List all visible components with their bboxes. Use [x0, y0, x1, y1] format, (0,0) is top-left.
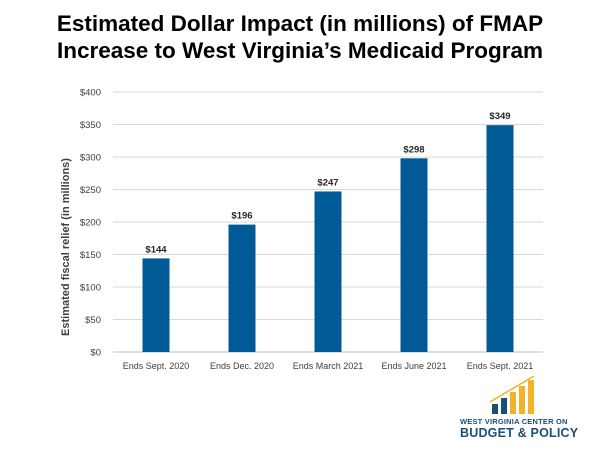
x-tick-label: Ends March 2021 — [293, 361, 364, 371]
wvcbp-logo: WEST VIRGINIA CENTER ON BUDGET & POLICY — [448, 376, 588, 446]
bar — [142, 258, 170, 352]
y-tick-label: $100 — [80, 283, 101, 294]
bars — [142, 125, 514, 353]
logo-text-line-2: BUDGET & POLICY — [460, 426, 579, 440]
bar — [314, 191, 342, 352]
y-tick-label: $50 — [85, 315, 101, 326]
bar — [400, 158, 428, 352]
data-label: $144 — [145, 244, 167, 255]
y-tick-label: $350 — [80, 120, 101, 131]
logo-text-line-1: WEST VIRGINIA CENTER ON — [460, 417, 568, 426]
y-axis-ticks: $0 $50 $100 $150 $200 $250 $300 $350 $400 — [80, 88, 101, 359]
bar-graph-logo-icon — [489, 376, 535, 414]
data-labels: $144 $196 $247 $298 $349 — [145, 111, 510, 255]
x-tick-label: Ends June 2021 — [381, 361, 446, 371]
y-tick-label: $150 — [80, 250, 101, 261]
chart-title-line-2: Increase to West Virginia’s Medicaid Pro… — [56, 38, 543, 63]
y-tick-label: $0 — [90, 348, 101, 359]
data-label: $349 — [489, 111, 510, 122]
bar — [228, 224, 256, 352]
y-tick-label: $300 — [80, 153, 101, 164]
y-tick-label: $200 — [80, 218, 101, 229]
data-label: $196 — [231, 211, 252, 222]
x-tick-label: Ends Sept. 2021 — [467, 361, 534, 371]
x-tick-label: Ends Sept. 2020 — [123, 361, 190, 371]
data-label: $247 — [317, 177, 338, 188]
y-axis-label: Estimated fiscal relief (in millions) — [60, 158, 72, 336]
x-axis-ticks: Ends Sept. 2020 Ends Dec. 2020 Ends March … — [123, 361, 534, 371]
x-tick-label: Ends Dec. 2020 — [210, 361, 274, 371]
data-label: $298 — [403, 144, 424, 155]
y-tick-label: $250 — [80, 185, 101, 196]
chart-title-line-1: Estimated Dollar Impact (in millions) of… — [56, 11, 544, 36]
chart-title: Estimated Dollar Impact (in millions) of… — [0, 10, 600, 64]
bar — [486, 125, 514, 353]
y-tick-label: $400 — [80, 88, 101, 99]
